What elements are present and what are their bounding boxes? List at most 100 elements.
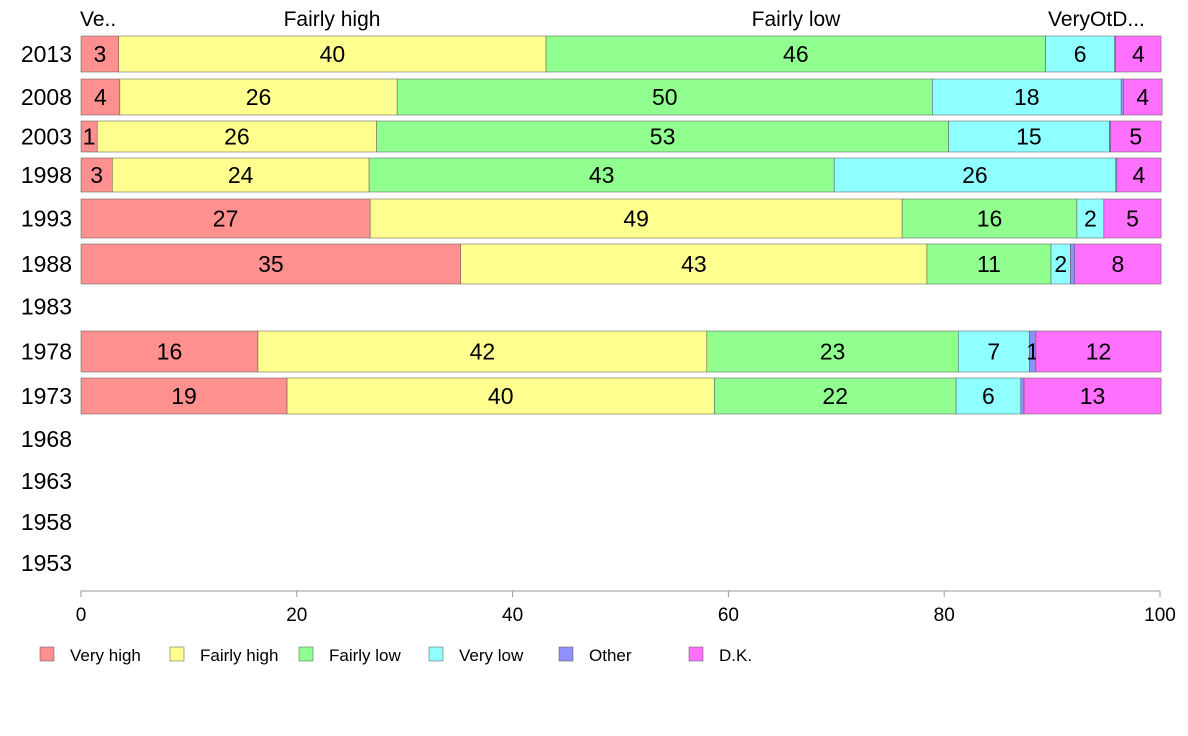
data-label: 43 xyxy=(589,162,615,188)
x-tick-label: 60 xyxy=(718,605,739,626)
data-label: 26 xyxy=(246,84,272,110)
bar-segment xyxy=(1110,120,1162,153)
data-label: 5 xyxy=(1126,206,1139,232)
bar-segment xyxy=(901,198,1078,239)
bar-segment xyxy=(955,377,1022,415)
year-label: 1998 xyxy=(21,162,72,188)
year-label: 1973 xyxy=(21,383,72,409)
legend-swatch xyxy=(169,646,185,662)
data-label: 4 xyxy=(94,84,107,110)
bar-segment xyxy=(1123,78,1163,116)
data-label: 6 xyxy=(1074,41,1087,67)
year-label: 2013 xyxy=(21,41,72,67)
data-label: 27 xyxy=(213,206,239,232)
legend-label: Other xyxy=(589,646,632,665)
bar-segment xyxy=(80,35,120,73)
data-label: 12 xyxy=(1086,339,1112,365)
x-tick-label: 20 xyxy=(286,605,307,626)
top-label: Fairly high xyxy=(284,8,381,31)
bar-segment xyxy=(926,243,1052,285)
data-label: 43 xyxy=(681,251,707,277)
year-label: 1993 xyxy=(21,206,72,232)
x-tick-label: 40 xyxy=(502,605,523,626)
data-label: 4 xyxy=(1136,84,1149,110)
legend-label: Fairly low xyxy=(329,646,402,665)
legend-swatch xyxy=(558,646,574,662)
bar-segment xyxy=(112,157,370,193)
data-label: 6 xyxy=(982,383,995,409)
data-label: 4 xyxy=(1132,41,1145,67)
data-label: 18 xyxy=(1014,84,1040,110)
bar-segment xyxy=(118,35,547,73)
bar-segment xyxy=(119,78,398,116)
bar-segment xyxy=(1076,198,1105,239)
bar-segment xyxy=(80,330,259,373)
data-label: 3 xyxy=(90,162,103,188)
bar-segment xyxy=(369,198,903,239)
bar-segment xyxy=(80,198,371,239)
data-label: 53 xyxy=(650,124,676,150)
year-label: 1978 xyxy=(21,339,72,365)
data-label: 1 xyxy=(83,124,96,150)
legend-label: Very high xyxy=(70,646,141,665)
bar-segment xyxy=(376,120,949,153)
data-label: 50 xyxy=(652,84,678,110)
legend-swatch xyxy=(39,646,55,662)
data-label: 11 xyxy=(977,251,1001,277)
x-tick-label: 0 xyxy=(76,605,87,626)
data-label: 46 xyxy=(783,41,809,67)
bar-segment xyxy=(80,157,113,193)
bar-segment xyxy=(932,78,1122,116)
year-label: 2008 xyxy=(21,84,72,110)
data-label: 26 xyxy=(962,162,988,188)
year-label: 1958 xyxy=(21,509,72,535)
bar-segment xyxy=(1070,243,1076,285)
x-tick-label: 80 xyxy=(934,605,955,626)
bar-segment xyxy=(368,157,835,193)
data-label: 2 xyxy=(1084,206,1097,232)
data-label: 49 xyxy=(623,206,649,232)
bar-segment xyxy=(1116,157,1162,193)
bar-segment xyxy=(1020,377,1025,415)
top-label: VeryOtD... xyxy=(1048,8,1145,31)
year-label: 1968 xyxy=(21,426,72,452)
data-label: 4 xyxy=(1133,162,1146,188)
top-labels: Ve.. Fairly high Fairly low VeryOtD... xyxy=(80,8,1145,31)
bar-segment xyxy=(80,78,121,116)
legend-swatch xyxy=(428,646,444,662)
bar-segment xyxy=(1103,198,1162,239)
data-label: 23 xyxy=(820,339,846,365)
bar-segment xyxy=(96,120,377,153)
data-label: 5 xyxy=(1129,124,1142,150)
data-label: 16 xyxy=(977,206,1003,232)
bar-segment xyxy=(1023,377,1162,415)
legend-swatch xyxy=(688,646,704,662)
bar-segment xyxy=(286,377,715,415)
data-label: 13 xyxy=(1080,383,1106,409)
legend-label: Fairly high xyxy=(200,646,278,665)
year-label: 1963 xyxy=(21,468,72,494)
bar-segment xyxy=(460,243,928,285)
data-label: 19 xyxy=(171,383,197,409)
data-label: 16 xyxy=(157,339,183,365)
x-tick-label: 100 xyxy=(1144,605,1176,626)
top-label: Ve.. xyxy=(80,8,116,31)
data-label: 8 xyxy=(1112,251,1125,277)
data-label: 24 xyxy=(228,162,254,188)
bar-segment xyxy=(957,330,1030,373)
year-label: 1988 xyxy=(21,251,72,277)
data-label: 42 xyxy=(470,339,496,365)
legend: Very high Fairly high Fairly low Very low Ot… xyxy=(39,646,752,665)
year-label: 1953 xyxy=(21,550,72,576)
bar-segment xyxy=(396,78,933,116)
bar-segment xyxy=(1115,35,1162,73)
data-label: 40 xyxy=(320,41,346,67)
bar-segment xyxy=(80,243,462,285)
data-label: 26 xyxy=(224,124,250,150)
year-label: 2003 xyxy=(21,124,72,150)
data-label: 2 xyxy=(1054,251,1067,277)
bar-segment xyxy=(257,330,708,373)
bar-segment xyxy=(1120,78,1124,116)
